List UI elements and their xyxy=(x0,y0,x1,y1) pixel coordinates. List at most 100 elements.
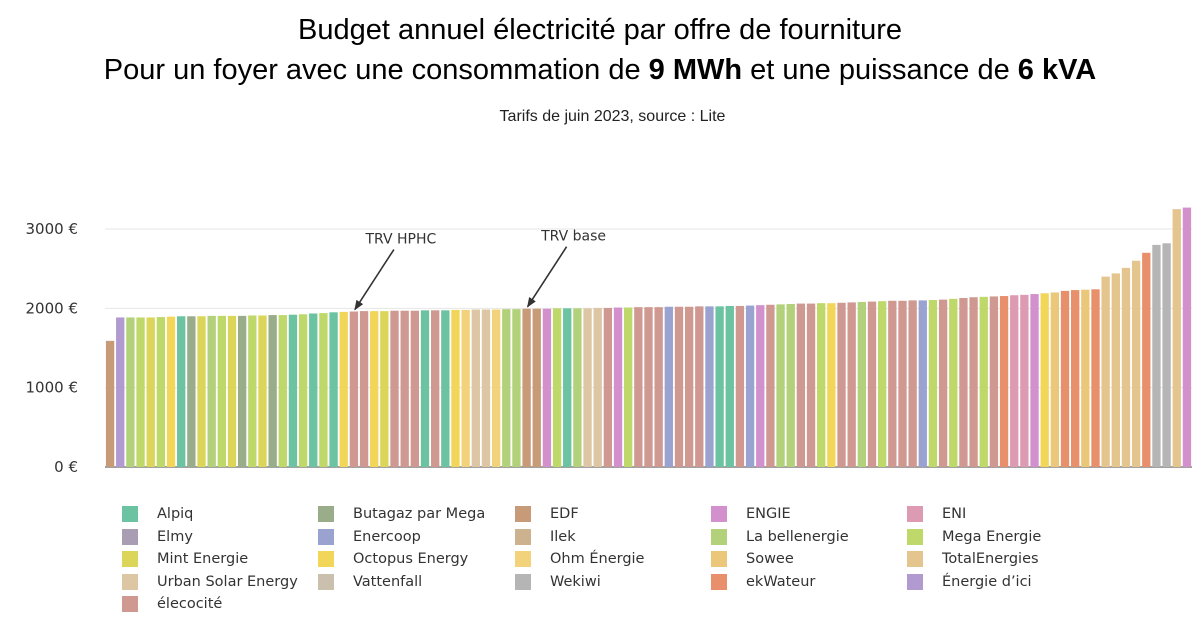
bar xyxy=(583,308,592,467)
legend-swatch xyxy=(122,528,138,545)
bar xyxy=(613,307,623,467)
legend-item: TotalEnergies xyxy=(907,549,1039,569)
bar xyxy=(664,306,673,467)
bar xyxy=(502,309,511,467)
bar xyxy=(725,305,734,467)
bar xyxy=(1010,295,1019,467)
chart-title-line2: Pour un foyer avec une consommation de 9… xyxy=(0,52,1200,88)
bar xyxy=(420,310,430,467)
bar xyxy=(491,309,501,467)
bar xyxy=(928,300,938,467)
legend-item: Elmy xyxy=(122,527,193,547)
bar xyxy=(745,305,755,467)
bar xyxy=(126,317,135,467)
y-tick-label: 1000 € xyxy=(26,379,79,397)
y-tick-label: 3000 € xyxy=(26,220,79,238)
bar xyxy=(187,316,196,467)
bar-chart: 0 € 1000 € 2000 € 3000 € TRV HPHC TRV base xyxy=(26,207,1192,476)
legend-label: Alpiq xyxy=(157,506,194,522)
bar xyxy=(522,308,531,467)
bar xyxy=(1162,243,1171,467)
bar xyxy=(288,314,298,467)
legend-swatch xyxy=(122,596,138,613)
bar xyxy=(471,309,480,467)
title-power: 6 kVA xyxy=(1017,54,1097,86)
legend-item: ENI xyxy=(907,504,966,524)
bar xyxy=(1121,267,1131,467)
legend-item: Urban Solar Energy xyxy=(122,572,298,592)
bar xyxy=(1060,290,1070,467)
bar xyxy=(481,309,491,467)
bar xyxy=(674,306,684,467)
title-consumption: 9 MWh xyxy=(648,54,743,86)
bar xyxy=(867,301,877,467)
bar xyxy=(969,297,978,467)
bar xyxy=(339,311,348,467)
y-axis: 0 € 1000 € 2000 € 3000 € xyxy=(26,220,79,476)
bar xyxy=(156,317,166,467)
bars xyxy=(105,207,1192,468)
legend-label: Urban Solar Energy xyxy=(157,573,298,590)
bar xyxy=(1142,252,1151,467)
bar xyxy=(116,317,125,467)
title-text-c: et une puissance de xyxy=(742,54,1018,86)
annotation-label: TRV base xyxy=(540,229,606,245)
bar xyxy=(1131,260,1141,467)
y-tick-label: 0 € xyxy=(54,458,78,476)
legend-item: Sowee xyxy=(711,549,794,569)
bar xyxy=(268,315,277,467)
legend-label: Octopus Energy xyxy=(353,551,469,568)
bar xyxy=(258,315,267,467)
legend-swatch xyxy=(711,528,727,545)
bar xyxy=(1101,276,1110,467)
bar xyxy=(888,300,897,467)
bar xyxy=(349,311,359,467)
bar xyxy=(715,306,724,467)
legend-item: Énergie d’ici xyxy=(907,572,1032,592)
bar xyxy=(370,311,379,467)
bar xyxy=(684,306,694,467)
legend-label: EDF xyxy=(550,506,579,522)
bar xyxy=(908,300,917,467)
bar xyxy=(1111,273,1120,467)
bar xyxy=(1091,289,1100,467)
bar xyxy=(359,311,369,467)
bar xyxy=(877,301,887,467)
bar xyxy=(552,308,562,467)
legend-label: Butagaz par Mega xyxy=(353,506,486,522)
bar xyxy=(227,315,237,467)
chart-subtitle: Tarifs de juin 2023, source : Lite xyxy=(499,108,726,125)
bar xyxy=(136,317,145,467)
legend-swatch xyxy=(711,573,727,590)
legend-label: Ohm Énergie xyxy=(550,551,645,568)
bar xyxy=(380,311,389,467)
annotations: TRV HPHC TRV base xyxy=(354,229,606,311)
legend-swatch xyxy=(122,573,138,590)
bar xyxy=(207,315,216,467)
legend-swatch xyxy=(318,528,334,545)
bar xyxy=(898,300,907,467)
bar xyxy=(410,310,420,467)
legend-swatch xyxy=(515,506,531,522)
bar xyxy=(776,304,785,467)
bar xyxy=(319,313,328,467)
bar xyxy=(451,309,460,467)
legend-item: Alpiq xyxy=(122,504,193,524)
legend-swatch xyxy=(515,528,531,545)
bar xyxy=(146,317,155,467)
bar xyxy=(1182,207,1192,467)
bar xyxy=(298,314,308,467)
legend-item: Enercoop xyxy=(318,527,421,547)
bar xyxy=(806,303,816,467)
bar xyxy=(949,298,958,467)
bar xyxy=(634,307,643,467)
legend-swatch xyxy=(318,506,334,522)
bar xyxy=(817,303,826,467)
bar xyxy=(532,308,541,467)
legend-swatch xyxy=(907,573,923,590)
legend-item: Ohm Énergie xyxy=(515,549,644,569)
legend-item: Butagaz par Mega xyxy=(318,504,485,524)
bar xyxy=(857,301,866,467)
bar xyxy=(989,296,999,467)
legend-item: ENGIE xyxy=(711,504,791,524)
